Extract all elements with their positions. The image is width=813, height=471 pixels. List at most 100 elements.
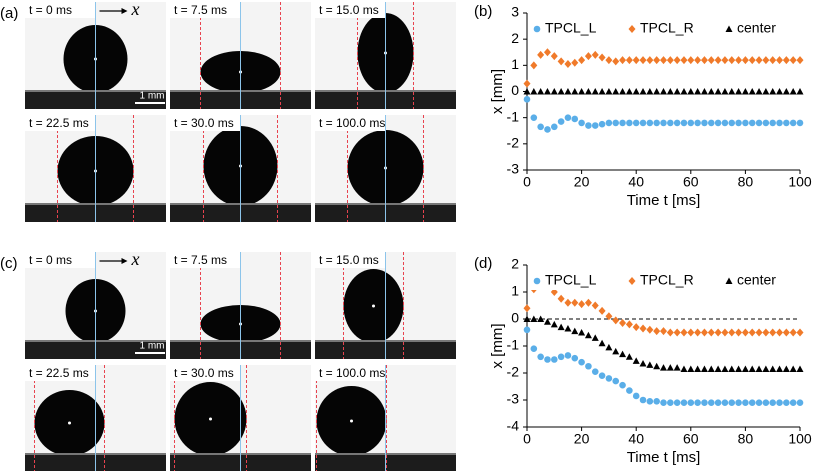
label-bg — [25, 115, 95, 131]
point — [742, 399, 749, 407]
point — [523, 326, 531, 334]
x-tick-label: 80 — [738, 174, 754, 190]
point — [585, 362, 592, 370]
point — [673, 119, 681, 127]
point — [701, 119, 708, 127]
x-axis-title: Time t [ms] — [627, 449, 701, 466]
point — [728, 56, 736, 65]
point — [578, 56, 586, 65]
x-tick-label: 0 — [523, 174, 531, 190]
point — [796, 399, 804, 407]
point — [673, 88, 681, 95]
point — [762, 328, 770, 337]
legend-marker — [533, 25, 541, 33]
highlight — [68, 421, 71, 425]
point — [550, 88, 558, 95]
y-tick-label: 0 — [511, 310, 519, 326]
point — [748, 119, 756, 127]
point — [537, 353, 544, 361]
point — [619, 119, 626, 127]
point — [591, 122, 599, 129]
point — [769, 56, 777, 65]
point — [639, 360, 647, 367]
legend-label: TPCL_L — [545, 272, 597, 288]
point — [543, 48, 551, 57]
point — [748, 88, 756, 95]
point — [741, 56, 749, 65]
point — [523, 79, 531, 88]
point — [673, 399, 681, 407]
point — [591, 301, 599, 310]
point — [660, 56, 667, 65]
point — [748, 365, 756, 372]
x-tick-label: 80 — [738, 431, 754, 447]
point — [564, 298, 572, 307]
point — [687, 365, 695, 372]
legend-marker — [628, 25, 636, 33]
point — [742, 119, 749, 127]
label-bg — [25, 2, 95, 18]
point — [625, 88, 633, 95]
point — [694, 56, 702, 65]
legend-marker — [725, 277, 733, 284]
frame-label: t = 22.5 ms — [29, 366, 89, 380]
point — [571, 298, 579, 307]
highlight — [350, 419, 353, 423]
y-tick-label: -1 — [507, 337, 520, 353]
label-bg — [25, 365, 95, 381]
point — [619, 56, 627, 65]
point — [721, 88, 729, 95]
point — [557, 294, 565, 303]
point — [571, 88, 579, 95]
frame-label: t = 30.0 ms — [174, 116, 234, 130]
point — [687, 119, 695, 127]
frame-label: t = 22.5 ms — [29, 116, 89, 130]
point — [700, 88, 708, 95]
label-bg — [170, 115, 240, 131]
point — [721, 399, 729, 407]
point — [700, 328, 708, 337]
point — [530, 88, 538, 95]
y-tick-label: -1 — [507, 108, 520, 124]
point — [721, 56, 729, 65]
point — [530, 345, 538, 353]
point — [564, 60, 572, 69]
point — [762, 56, 770, 65]
point — [789, 119, 797, 127]
point — [605, 312, 613, 321]
point — [721, 328, 729, 337]
legend-label: TPCL_R — [640, 272, 694, 288]
x-tick-label: 0 — [523, 431, 531, 447]
point — [591, 50, 599, 59]
point — [653, 88, 661, 95]
frame-label: t = 7.5 ms — [174, 253, 227, 267]
legend-bg — [722, 272, 788, 290]
point — [769, 119, 776, 127]
panel-label: (b) — [474, 3, 492, 20]
point — [653, 362, 661, 370]
point — [578, 358, 585, 366]
point — [653, 327, 661, 336]
legend-bg — [625, 272, 715, 290]
point — [612, 57, 620, 66]
point — [769, 328, 777, 337]
point — [646, 56, 654, 65]
point — [537, 50, 545, 59]
point — [701, 399, 708, 407]
label-bg — [170, 2, 240, 18]
point — [605, 119, 613, 127]
point — [666, 88, 674, 95]
point — [625, 353, 633, 360]
legend-bg — [625, 20, 715, 38]
label-bg — [170, 252, 240, 268]
point — [584, 52, 592, 61]
point — [735, 328, 743, 337]
y-axis-title: x [mm] — [489, 69, 506, 114]
point — [782, 88, 790, 95]
point — [707, 88, 715, 95]
point — [578, 329, 586, 336]
panel-label: (a) — [0, 5, 18, 22]
point — [584, 298, 592, 307]
point — [557, 118, 565, 125]
